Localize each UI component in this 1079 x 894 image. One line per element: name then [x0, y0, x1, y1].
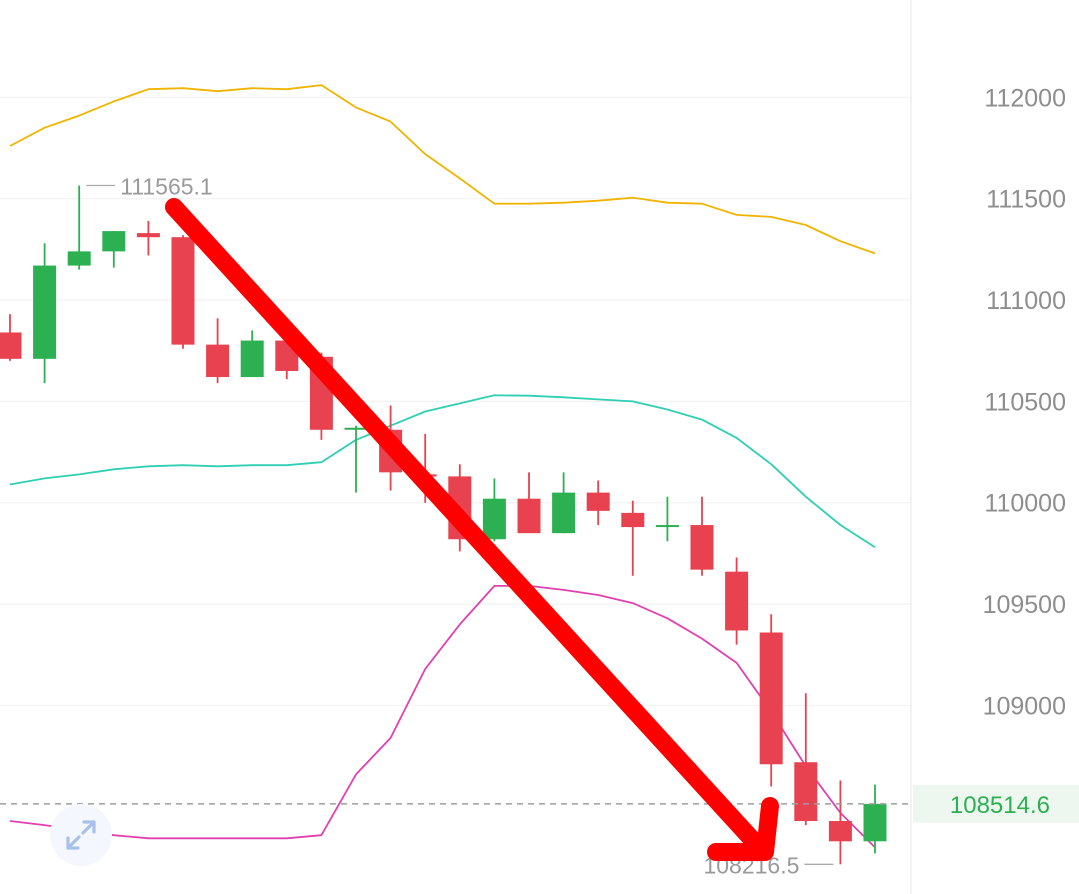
middle-band-line — [9, 394, 876, 549]
downtrend-arrow-head — [707, 797, 779, 861]
last-price-tag — [913, 784, 1079, 823]
candle — [655, 496, 679, 542]
candle-body — [33, 265, 57, 359]
candle-body — [794, 762, 818, 822]
candle-body — [586, 492, 610, 511]
y-tick-label: 110500 — [984, 388, 1066, 416]
candle — [828, 780, 852, 865]
candle — [482, 478, 506, 542]
highest-price-label: 111565.1 — [120, 173, 213, 199]
candle-body — [759, 632, 783, 765]
bollinger-bands — [9, 84, 876, 849]
y-tick-label: 112000 — [984, 84, 1066, 112]
candle — [586, 480, 610, 526]
expand-button[interactable] — [50, 804, 112, 866]
lower-band-line — [9, 585, 876, 849]
candle — [690, 496, 714, 576]
candle-body — [240, 340, 264, 378]
candle-body — [0, 332, 22, 359]
candle-body — [828, 821, 852, 842]
y-tick-label: 111000 — [986, 287, 1066, 315]
y-tick-label: 109500 — [983, 591, 1066, 619]
candle — [863, 784, 887, 854]
expand-arrows-icon — [66, 820, 96, 850]
candle-body — [863, 803, 887, 842]
candle-body — [482, 498, 506, 540]
candle-body — [171, 237, 195, 345]
candle — [517, 472, 541, 534]
downtrend-arrow-shaft — [165, 198, 769, 857]
candle — [67, 185, 91, 270]
candle — [344, 425, 368, 493]
candle — [240, 330, 264, 378]
last-price-marker: 108514.6 — [0, 784, 1079, 823]
candle — [725, 557, 749, 645]
candle-body — [552, 492, 576, 534]
downtrend-arrow — [165, 198, 779, 861]
candle — [759, 614, 783, 787]
candle — [33, 243, 57, 384]
candle — [0, 314, 22, 361]
candle-body — [67, 251, 91, 266]
candle-body — [725, 571, 749, 631]
candle — [102, 231, 126, 268]
upper-band-line — [9, 84, 876, 255]
candle — [136, 220, 160, 256]
y-tick-label: 110000 — [984, 490, 1066, 518]
candle-body — [690, 525, 714, 570]
candle — [171, 235, 195, 349]
candle-body — [136, 233, 160, 238]
candle-body — [621, 512, 645, 528]
y-tick-label: 109000 — [983, 692, 1066, 720]
candle — [794, 693, 818, 826]
candle — [552, 472, 576, 534]
candle-body — [344, 427, 368, 430]
candle — [206, 318, 230, 384]
candle — [621, 500, 645, 576]
y-axis-ticks: 109000 109500 110000 110500 111000 111500 1120… — [983, 84, 1066, 720]
candle-body — [655, 525, 679, 528]
last-price-label: 108514.6 — [950, 792, 1050, 819]
candle-body — [206, 344, 230, 378]
candle-body — [517, 498, 541, 534]
y-tick-label: 111500 — [986, 186, 1066, 214]
candles — [0, 185, 887, 865]
candle-body — [102, 231, 126, 252]
